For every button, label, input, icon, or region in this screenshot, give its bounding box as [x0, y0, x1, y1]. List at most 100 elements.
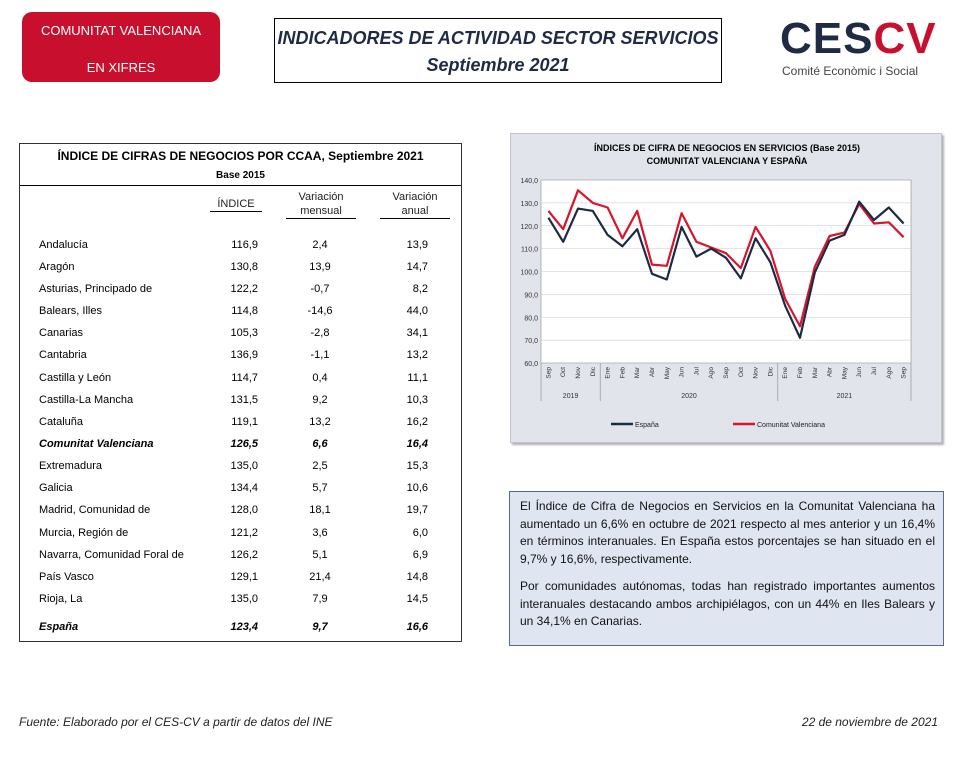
chart-subtitle: COMUNITAT VALENCIANA Y ESPAÑA	[647, 156, 808, 166]
x-tick-label: Feb	[619, 367, 626, 379]
x-tick-label: Mar	[812, 366, 819, 378]
index-line-chart: ÍNDICES DE CIFRA DE NEGOCIOS EN SERVICIO…	[510, 133, 942, 443]
indice-value: 114,7	[231, 372, 258, 384]
region-name: Madrid, Comunidad de	[39, 504, 151, 516]
monthly-change: 18,1	[309, 504, 331, 516]
x-tick-label: Nov	[575, 366, 582, 378]
indice-value: 123,4	[230, 621, 258, 633]
source-note: Fuente: Elaborado por el CES-CV a partir…	[19, 715, 333, 729]
region-name: Navarra, Comunidad Foral de	[39, 549, 184, 561]
table-row: Asturias, Principado de 122,2 -0,7 8,2	[20, 280, 461, 300]
badge-line2: EN XIFRES	[86, 60, 156, 75]
table-row: Canarias 105,3 -2,8 34,1	[20, 324, 461, 344]
monthly-change: 5,7	[312, 482, 328, 494]
chart-title: ÍNDICES DE CIFRA DE NEGOCIOS EN SERVICIO…	[594, 143, 860, 153]
x-tick-label: Sep	[545, 367, 552, 379]
y-tick-label: 120,0	[520, 224, 538, 231]
indice-value: 134,4	[230, 482, 258, 494]
x-tick-label: May	[664, 366, 671, 379]
region-name: Castilla y León	[39, 372, 112, 384]
annual-change: 6,0	[412, 527, 428, 539]
y-tick-label: 60,0	[524, 361, 538, 368]
monthly-change: -1,1	[310, 349, 330, 361]
region-badge: COMUNITAT VALENCIANA EN XIFRES	[22, 12, 220, 82]
region-name: Castilla-La Mancha	[39, 394, 134, 406]
table-row: Andalucía 116,9 2,4 13,9	[20, 236, 461, 256]
region-name: Murcia, Región de	[39, 527, 129, 539]
y-tick-label: 100,0	[520, 270, 538, 277]
table-row: Balears, Illes 114,8 -14,6 44,0	[20, 302, 461, 322]
monthly-change: 2,4	[312, 239, 328, 251]
monthly-change: 0,4	[312, 372, 328, 384]
region-name: Andalucía	[39, 239, 88, 251]
annual-change: 34,1	[406, 327, 428, 339]
x-tick-label: Dic	[767, 366, 774, 376]
column-header-anual-l1: Variación	[392, 191, 438, 203]
table-row: Extremadura 135,0 2,5 15,3	[20, 457, 461, 477]
logo-cv: CV	[873, 14, 937, 63]
table-title: ÍNDICE DE CIFRAS DE NEGOCIOS POR CCAA, S…	[57, 149, 424, 163]
x-tick-label: Oct	[738, 367, 745, 377]
x-tick-label: Jul	[693, 366, 700, 375]
monthly-change: 13,2	[309, 416, 331, 428]
monthly-change: 2,5	[312, 460, 328, 472]
table-row: Cataluña 119,1 13,2 16,2	[20, 413, 461, 433]
monthly-change: 21,4	[309, 571, 331, 583]
table-row: Madrid, Comunidad de 128,0 18,1 19,7	[20, 501, 461, 521]
table-row: Comunitat Valenciana 126,5 6,6 16,4	[20, 435, 461, 455]
monthly-change: -0,7	[310, 283, 330, 295]
region-name: Asturias, Principado de	[39, 283, 153, 295]
x-tick-label: May	[841, 366, 848, 379]
report-period: Septiembre 2021	[426, 55, 570, 75]
monthly-change: 9,2	[312, 394, 328, 406]
annual-change: 19,7	[406, 504, 428, 516]
monthly-change: -2,8	[310, 327, 330, 339]
report-title-box: INDICADORES DE ACTIVIDAD SECTOR SERVICIO…	[274, 18, 722, 83]
x-tick-label: Ene	[782, 367, 789, 379]
commentary-box: El Índice de Cifra de Negocios en Servic…	[509, 491, 944, 646]
y-tick-label: 110,0	[521, 247, 538, 254]
x-tick-label: Ene	[605, 367, 612, 379]
indice-value: 126,2	[230, 549, 258, 561]
column-header-mensual: Variación mensual	[286, 190, 356, 219]
indice-value: 126,5	[230, 438, 258, 450]
column-header-mensual-l2: mensual	[300, 205, 342, 217]
y-tick-label: 140,0	[520, 178, 538, 185]
table-row: Rioja, La 135,0 7,9 14,5	[20, 590, 461, 610]
table-row: Murcia, Región de 121,2 3,6 6,0	[20, 524, 461, 544]
indice-value: 122,2	[230, 283, 258, 295]
indice-value: 116,9	[231, 239, 258, 251]
x-tick-label: Sep	[723, 367, 730, 379]
annual-change: 16,4	[406, 438, 428, 450]
x-tick-label: Abr	[827, 366, 834, 377]
monthly-change: 5,1	[312, 549, 328, 561]
monthly-change: 7,9	[312, 593, 328, 605]
region-name: Cataluña	[39, 416, 84, 428]
table-subtitle: Base 2015	[216, 170, 265, 181]
region-name: España	[39, 621, 79, 633]
region-name: Extremadura	[39, 460, 102, 472]
column-header-anual: Variación anual	[380, 190, 450, 219]
table-row: Galicia 134,4 5,7 10,6	[20, 479, 461, 499]
logo-subtitle: Comité Econòmic i Social	[782, 64, 919, 78]
column-header-indice: ÍNDICE	[210, 197, 262, 212]
header-divider	[20, 185, 461, 186]
x-tick-label: Feb	[797, 367, 804, 379]
annual-change: 14,8	[406, 571, 428, 583]
y-tick-label: 130,0	[520, 201, 538, 208]
x-tick-label: Oct	[560, 367, 567, 377]
x-tick-label: Sep	[901, 367, 908, 379]
y-tick-label: 80,0	[524, 315, 538, 322]
chart-svg: ÍNDICES DE CIFRA DE NEGOCIOS EN SERVICIO…	[520, 143, 912, 429]
monthly-change: -14,6	[307, 305, 333, 317]
region-name: País Vasco	[39, 571, 94, 583]
x-tick-label: Jun	[679, 367, 686, 378]
table-row: Aragón 130,8 13,9 14,7	[20, 258, 461, 278]
table-row: Cantabria 136,9 -1,1 13,2	[20, 346, 461, 366]
region-name: Balears, Illes	[39, 305, 102, 317]
year-label: 2020	[681, 393, 697, 400]
indice-value: 129,1	[230, 571, 258, 583]
indice-value: 136,9	[230, 349, 258, 361]
annual-change: 44,0	[406, 305, 428, 317]
publication-date: 22 de noviembre de 2021	[801, 715, 938, 729]
